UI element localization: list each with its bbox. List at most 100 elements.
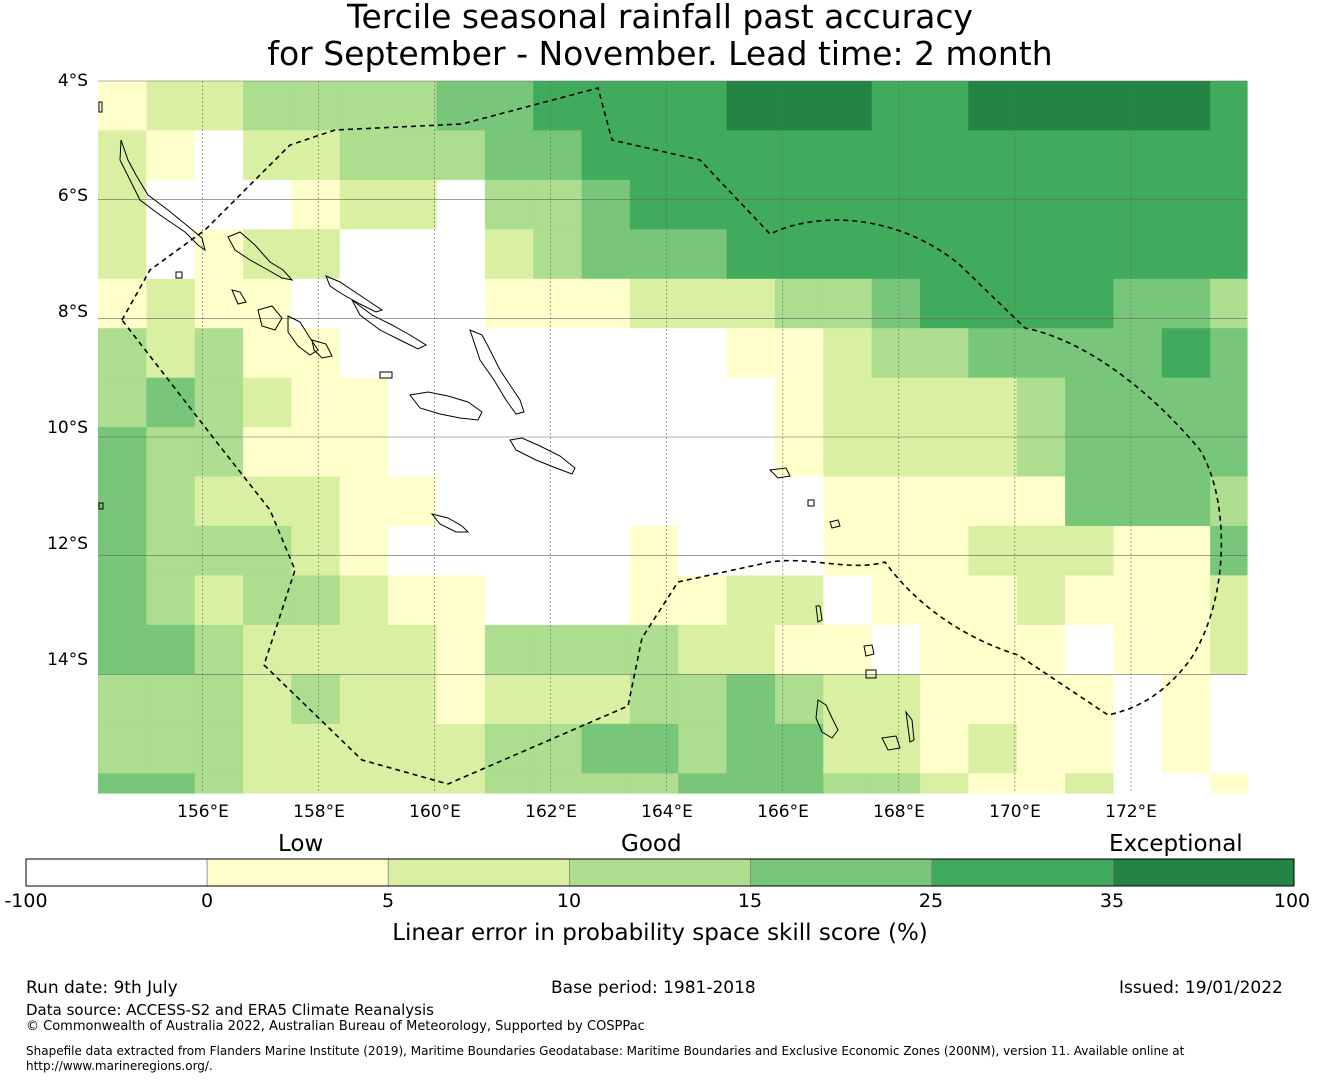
- skill-cell: [98, 773, 147, 794]
- island-ambae: [863, 644, 875, 657]
- lon-label-164e: 164°E: [641, 802, 693, 822]
- skill-cell: [775, 278, 824, 329]
- skill-cell: [823, 328, 873, 379]
- skill-cell: [1210, 624, 1248, 675]
- skill-cell: [146, 674, 196, 725]
- skill-cell: [291, 526, 341, 576]
- skill-cell: [968, 377, 1018, 428]
- skill-cell: [871, 575, 921, 626]
- colorbar-tick: 35: [1099, 890, 1125, 912]
- legend-label-good: Good: [621, 831, 682, 857]
- skill-cell: [1016, 328, 1066, 379]
- colorbar-segment: [206, 858, 389, 887]
- skill-cell: [775, 476, 824, 527]
- skill-cell: [1016, 624, 1066, 675]
- skill-cell: [484, 624, 534, 675]
- skill-cell: [823, 130, 873, 181]
- skill-cell: [1113, 427, 1163, 478]
- skill-cell: [678, 377, 728, 428]
- skill-cell: [1016, 81, 1066, 131]
- skill-cell: [388, 179, 438, 230]
- skill-cell: [436, 278, 486, 329]
- skill-cell: [1065, 624, 1115, 675]
- skill-cell: [194, 81, 244, 131]
- skill-cell: [339, 81, 389, 131]
- skill-cell: [484, 278, 534, 329]
- skill-cell: [339, 575, 389, 626]
- skill-cell: [1065, 526, 1115, 576]
- skill-cell: [1016, 773, 1066, 794]
- lon-label-162e: 162°E: [525, 802, 577, 822]
- skill-cell: [291, 377, 341, 428]
- skill-cell: [678, 575, 728, 626]
- lat-label-8s: 8°S: [57, 302, 88, 322]
- skill-cell: [388, 723, 438, 774]
- coastlines: [98, 101, 915, 751]
- skill-cell: [920, 723, 970, 774]
- skill-cell: [1065, 773, 1115, 794]
- skill-cell: [436, 229, 486, 280]
- skill-cell: [146, 328, 196, 379]
- skill-cell: [1161, 229, 1211, 280]
- skill-cell: [146, 278, 196, 329]
- skill-cell: [533, 81, 583, 131]
- skill-cell: [920, 674, 970, 725]
- skill-cell: [581, 723, 631, 774]
- skill-cell: [291, 328, 341, 379]
- skill-cell: [533, 575, 583, 626]
- skill-cell: [629, 723, 679, 774]
- skill-cell: [484, 427, 534, 478]
- eez-boundary: [121, 87, 1223, 785]
- skill-cell: [726, 723, 776, 774]
- skill-cell: [436, 130, 486, 181]
- skill-cell: [1210, 81, 1248, 131]
- skill-cell: [871, 773, 921, 794]
- skill-cell: [775, 427, 824, 478]
- skill-cell: [678, 624, 728, 675]
- skill-cell: [823, 377, 873, 428]
- skill-cell: [243, 130, 293, 181]
- skill-cell: [678, 526, 728, 576]
- skill-cell: [194, 179, 244, 230]
- skill-cell: [1113, 575, 1163, 626]
- skill-cell: [1065, 723, 1115, 774]
- island-choiseul: [325, 275, 384, 313]
- skill-cell: [968, 328, 1018, 379]
- skill-cell: [968, 624, 1018, 675]
- colorbar-tick: 10: [556, 890, 582, 912]
- skill-cell: [388, 130, 438, 181]
- skill-cell: [1161, 526, 1211, 576]
- colorbar-tick: 0: [200, 890, 214, 912]
- skill-cell: [339, 773, 389, 794]
- skill-cell: [871, 526, 921, 576]
- skill-cell: [1065, 674, 1115, 725]
- skill-cell: [388, 278, 438, 329]
- skill-cell: [629, 427, 679, 478]
- skill-cell: [243, 773, 293, 794]
- island-malaita: [469, 329, 525, 415]
- skill-cell: [291, 179, 341, 230]
- skill-cell: [243, 427, 293, 478]
- skill-cell: [1161, 81, 1211, 131]
- skill-cell: [823, 526, 873, 576]
- skill-cell: [146, 81, 196, 131]
- skill-cell: [484, 674, 534, 725]
- skill-cell: [920, 526, 970, 576]
- island-vanua-lava: [865, 669, 877, 679]
- skill-cell: [146, 624, 196, 675]
- skill-cell: [726, 130, 776, 181]
- skill-cell: [1210, 575, 1248, 626]
- skill-cell: [968, 773, 1018, 794]
- skill-cell: [629, 377, 679, 428]
- skill-cell: [98, 81, 147, 131]
- colorbar-title: Linear error in probability space skill …: [392, 920, 928, 946]
- skill-cell: [146, 723, 196, 774]
- skill-cell: [581, 328, 631, 379]
- skill-cell: [484, 328, 534, 379]
- skill-cell: [484, 526, 534, 576]
- skill-cell: [968, 476, 1018, 527]
- skill-cell: [678, 723, 728, 774]
- skill-grid: [98, 81, 1248, 794]
- skill-cell: [339, 723, 389, 774]
- skill-cell: [291, 130, 341, 181]
